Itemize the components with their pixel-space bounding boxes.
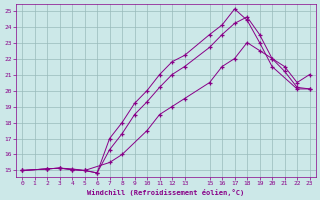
X-axis label: Windchill (Refroidissement éolien,°C): Windchill (Refroidissement éolien,°C) — [87, 189, 244, 196]
